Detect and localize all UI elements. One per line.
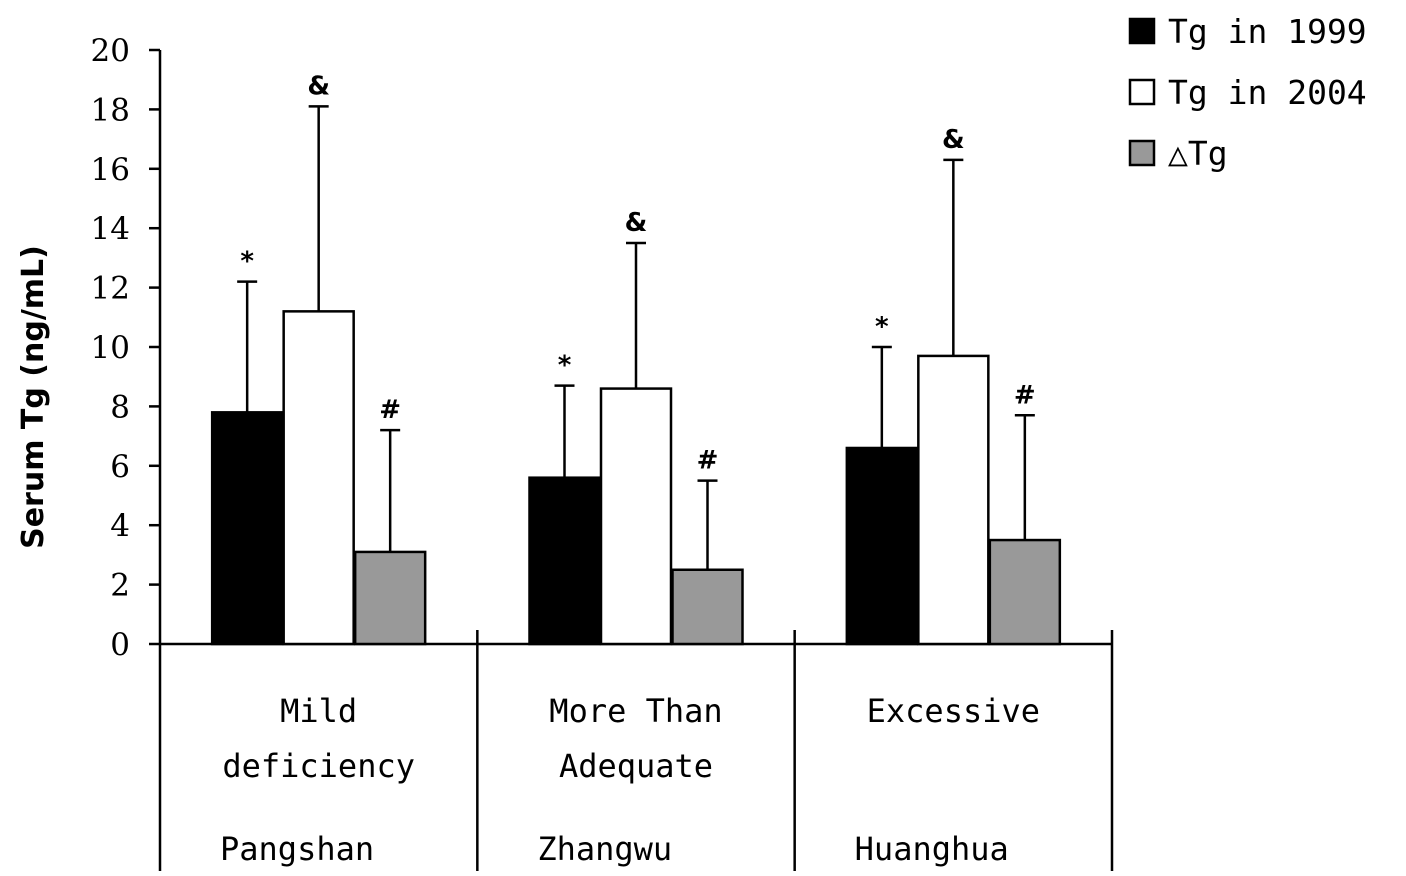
bars (210, 310, 1062, 646)
category-labels: Mild deficiency Pangshan More Than Adequate Z… (220, 692, 1040, 868)
legend-label: Tg in 1999 (1168, 12, 1367, 51)
category-label: Mild (280, 692, 357, 730)
error-bars (237, 105, 1035, 570)
bar (988, 538, 1062, 646)
y-tick-label: 0 (110, 627, 130, 663)
y-tick-label: 20 (91, 33, 130, 69)
y-tick-label: 2 (110, 568, 130, 604)
y-tick-label: 14 (91, 211, 130, 247)
significance-marker: # (697, 446, 719, 476)
bar (917, 354, 990, 646)
y-axis-label: Serum Tg (ng/mL) (16, 245, 51, 549)
significance-marker: * (240, 247, 254, 277)
category-label: deficiency (222, 747, 415, 785)
legend: Tg in 1999 Tg in 2004 △Tg (1128, 12, 1367, 173)
legend-label: △Tg (1168, 134, 1228, 173)
significance-marker: * (558, 351, 572, 381)
category-site-label: Zhangwu (537, 830, 672, 868)
y-axis: 0 2 4 6 8 10 12 14 16 18 20 (91, 33, 162, 871)
significance-marker: # (1014, 380, 1036, 410)
y-tick-label: 4 (110, 508, 130, 544)
bar (528, 476, 601, 646)
y-tick-label: 8 (110, 389, 130, 425)
significance-marker: # (379, 395, 401, 425)
y-tick-label: 10 (91, 330, 130, 366)
y-tick-label: 18 (91, 92, 130, 128)
y-tick-label: 6 (110, 449, 130, 485)
category-label: More Than (549, 692, 722, 730)
legend-label: Tg in 2004 (1168, 73, 1367, 112)
bar (282, 310, 355, 646)
legend-swatch (1128, 78, 1156, 106)
bar (671, 568, 744, 646)
category-site-label: Huanghua (855, 830, 1009, 868)
bar (845, 446, 919, 646)
category-site-label: Pangshan (220, 830, 374, 868)
significance-marker: & (307, 71, 330, 101)
legend-swatch (1128, 139, 1156, 167)
significance-markers: * & # * & # * & # (240, 71, 1035, 475)
y-tick-label: 16 (91, 152, 130, 188)
bar (599, 387, 673, 646)
significance-marker: & (625, 208, 648, 238)
category-label: Excessive (867, 692, 1040, 730)
legend-swatch (1128, 17, 1156, 45)
y-tick-label: 12 (91, 271, 130, 307)
bar (210, 411, 284, 646)
category-label: Adequate (559, 747, 713, 785)
bar (353, 550, 427, 646)
significance-marker: * (875, 312, 889, 342)
significance-marker: & (942, 125, 965, 155)
